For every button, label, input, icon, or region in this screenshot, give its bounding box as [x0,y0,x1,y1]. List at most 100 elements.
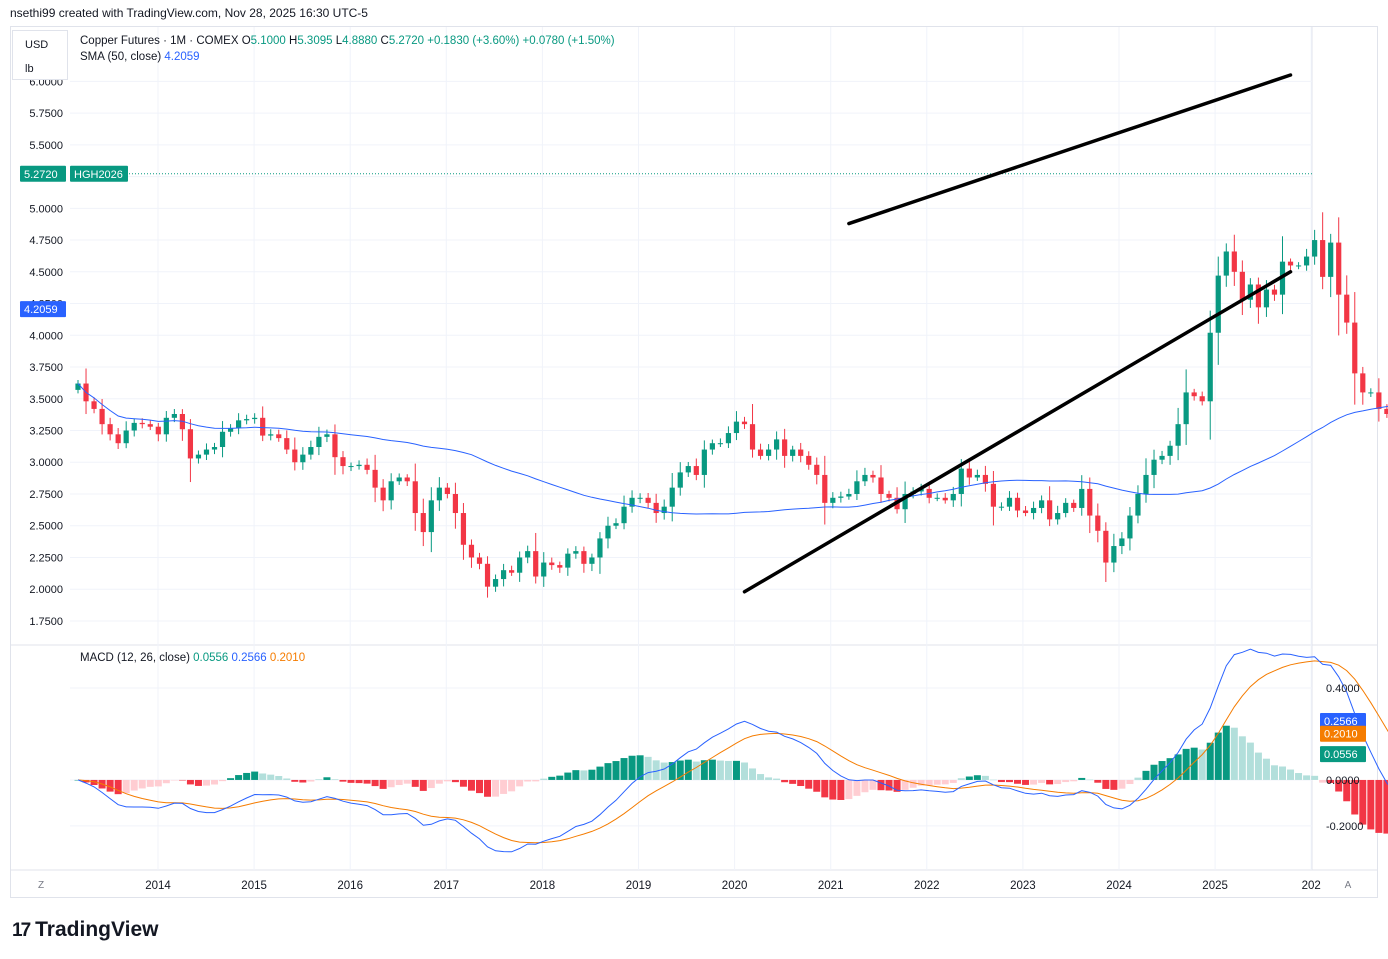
macd-histogram-bar [356,780,363,783]
macd-histogram-bar [235,775,242,780]
macd-histogram-bar [926,780,933,785]
macd-histogram-bar [404,780,411,784]
candle-body [702,450,707,475]
macd-histogram-bar [171,780,178,781]
macd-histogram-bar [123,780,130,793]
macd-histogram-bar [910,780,917,788]
macd-histogram-bar [958,778,965,780]
macd-histogram-bar [508,780,515,791]
macd-histogram-bar [299,780,306,783]
macd-histogram-bar [476,780,483,793]
candle-body [1151,460,1156,475]
candle-body [1368,392,1373,393]
candle-body [1031,508,1036,513]
macd-histogram-bar [861,780,868,792]
macd-histogram-bar [452,780,459,782]
candle-body [967,469,972,478]
candle-body [220,432,225,447]
price-badge: 5.2720 [24,169,58,181]
macd-histogram-bar [1279,767,1286,780]
macd-histogram-bar [966,777,973,780]
auto-scale-button[interactable]: A [1340,878,1356,894]
candle-body [1023,510,1028,513]
currency-label[interactable]: USD [25,39,48,51]
candle-body [935,498,940,499]
symbol-title[interactable]: Copper Futures · 1M · COMEX [80,35,238,47]
time-tick-label: 2015 [241,880,267,892]
candle-body [236,420,241,428]
time-tick-label: 2017 [434,880,460,892]
candle-body [124,431,129,444]
macd-histogram-bar [460,780,467,787]
candle-body [453,494,458,513]
candle-body [1216,276,1221,333]
zoom-button[interactable]: Z [33,878,49,894]
candle-body [975,475,980,478]
macd-histogram-bar [934,780,941,785]
macd-histogram-bar [942,780,949,784]
price-tick-label: 2.7500 [29,489,63,501]
candle-body [148,424,153,427]
macd-histogram-bar [709,760,716,780]
candle-body [1015,498,1020,511]
macd-histogram-bar [331,779,338,780]
candle-body [364,465,369,470]
candle-body [91,401,96,409]
change2-value: +0.0780 (+1.50%) [523,35,615,47]
candle-body [1344,295,1349,323]
macd-histogram-bar [315,779,322,780]
candle-body [1208,333,1213,402]
macd-histogram-bar [749,768,756,780]
candle-body [332,434,337,457]
macd-histogram-bar [588,770,595,780]
macd-histogram-bar [717,761,724,780]
candle-body [268,434,273,435]
price-tick-label: 4.7500 [29,235,63,247]
macd-histogram-bar [179,780,186,781]
chart-canvas[interactable]: 1.75002.00002.25002.50002.75003.00003.25… [0,0,1388,959]
macd-histogram-bar [251,772,258,780]
macd-histogram-bar [275,776,282,780]
unit-selector[interactable]: USD lb [12,30,68,80]
macd-histogram-bar [500,780,507,794]
candle-body [1360,373,1365,392]
macd-histogram-bar [131,780,138,791]
macd-histogram-bar [1046,780,1053,784]
macd-histogram-bar [1062,780,1069,782]
macd-hist-badge: 0.0556 [1324,749,1358,761]
macd-signal-badge: 0.2010 [1324,729,1358,741]
trendline [744,272,1290,592]
macd-tick-label: 0.4000 [1326,683,1360,695]
macd-histogram-bar [982,776,989,780]
candle-body [718,443,723,444]
macd-legend[interactable]: MACD (12, 26, close) 0.0556 0.2566 0.201… [80,652,305,664]
price-tick-label: 2.0000 [29,584,63,596]
tv-logo-icon: 17 [12,920,29,941]
macd-histogram-bar [396,780,403,785]
macd-histogram-bar [364,780,371,784]
candle-body [533,551,538,576]
macd-histogram-bar [950,780,957,783]
candle-body [838,497,843,498]
open-label: O [242,35,251,47]
candle-body [1143,475,1148,494]
macd-histogram-bar [492,780,499,797]
candle-body [477,557,482,563]
tradingview-logo[interactable]: 17 TradingView [12,918,158,942]
candle-body [132,423,137,431]
candle-body [493,579,498,587]
candle-body [501,570,506,579]
macd-histogram-bar [1311,776,1318,780]
price-tick-label: 5.7500 [29,108,63,120]
macd-histogram-bar [1287,770,1294,780]
candle-body [605,526,610,539]
candle-body [1376,392,1381,409]
time-tick-label: 2022 [914,880,940,892]
unit-label[interactable]: lb [25,63,34,75]
macd-histogram-bar [548,777,555,780]
sma-legend[interactable]: SMA (50, close) 4.2059 [80,51,200,63]
macd-histogram-bar [1022,780,1029,785]
macd-histogram-bar [1078,778,1085,780]
macd-histogram-bar [556,776,563,780]
macd-histogram-bar [267,775,274,780]
